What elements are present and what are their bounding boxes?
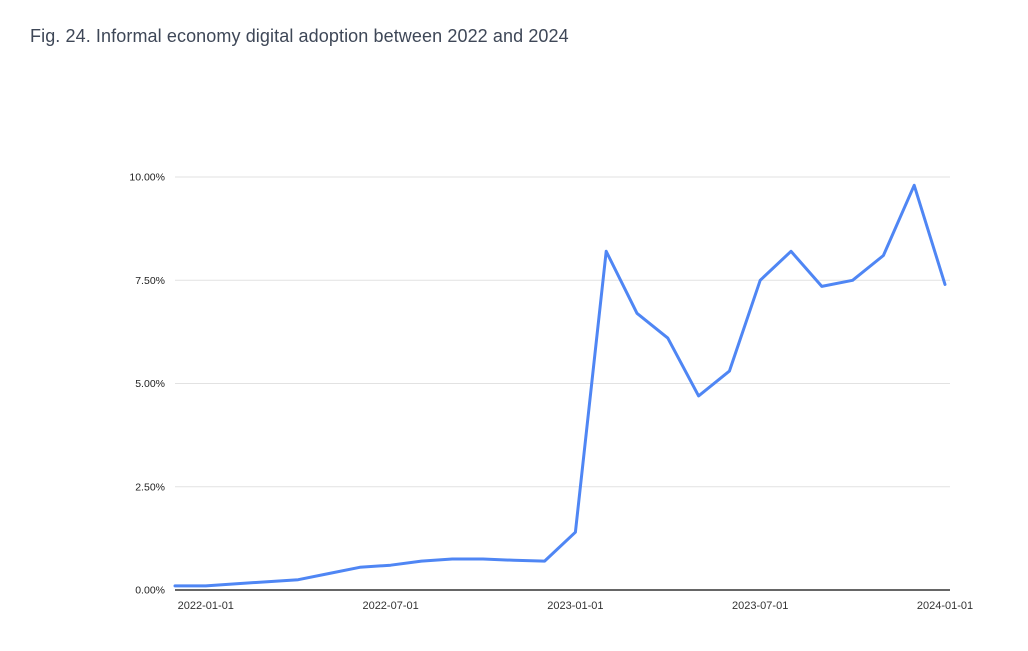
y-axis-tick-label: 0.00% (135, 585, 165, 597)
x-axis-tick-label: 2024-01-01 (917, 600, 973, 612)
figure-caption: Fig. 24. Informal economy digital adopti… (30, 26, 569, 46)
x-axis-tick-label: 2022-07-01 (362, 600, 418, 612)
y-axis-tick-label: 5.00% (135, 378, 165, 390)
x-axis-tick-label: 2023-01-01 (547, 600, 603, 612)
y-axis-tick-label: 7.50% (135, 275, 165, 287)
x-axis-tick-label: 2022-01-01 (178, 600, 234, 612)
y-axis-tick-label: 2.50% (135, 481, 165, 493)
y-axis-tick-label: 10.00% (129, 172, 165, 184)
x-axis-tick-label: 2023-07-01 (732, 600, 788, 612)
series-line (173, 183, 947, 588)
